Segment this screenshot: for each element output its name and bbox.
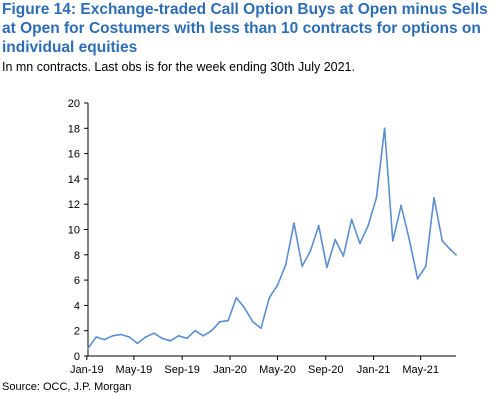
y-tick-label: 4 bbox=[74, 300, 80, 312]
data-point bbox=[161, 337, 164, 340]
data-point bbox=[342, 255, 345, 257]
data-point bbox=[309, 250, 312, 252]
y-tick-label: 8 bbox=[74, 250, 80, 262]
data-point bbox=[120, 333, 122, 336]
data-point bbox=[284, 264, 287, 266]
y-tick-label: 0 bbox=[74, 351, 80, 363]
data-point bbox=[186, 337, 188, 340]
data-point bbox=[408, 238, 411, 241]
y-tick-label: 10 bbox=[68, 225, 80, 237]
data-point bbox=[433, 197, 435, 199]
data-point bbox=[251, 320, 254, 323]
x-tick-label: Jan-21 bbox=[357, 364, 391, 376]
data-point bbox=[334, 238, 337, 241]
data-point bbox=[136, 342, 139, 345]
y-tick-label: 6 bbox=[74, 275, 80, 287]
data-point bbox=[317, 224, 320, 227]
data-point bbox=[367, 224, 369, 227]
y-tick-label: 2 bbox=[74, 326, 80, 338]
data-point bbox=[350, 218, 353, 221]
y-tick-label: 18 bbox=[68, 123, 80, 135]
data-point bbox=[416, 277, 419, 280]
chart-title: Figure 14: Exchange-traded Call Option B… bbox=[2, 1, 488, 56]
data-point bbox=[111, 334, 114, 337]
x-tick-label: May-19 bbox=[116, 364, 153, 376]
source-note: Source: OCC, J.P. Morgan bbox=[2, 381, 132, 393]
data-point bbox=[144, 336, 147, 338]
data-point bbox=[400, 204, 402, 207]
x-tick-label: Jan-19 bbox=[70, 364, 104, 376]
data-point bbox=[128, 336, 131, 338]
data-point bbox=[383, 127, 386, 130]
data-point bbox=[326, 266, 328, 269]
x-tick-label: Sep-20 bbox=[308, 364, 343, 376]
data-point bbox=[218, 320, 221, 323]
series-line bbox=[87, 127, 457, 349]
data-point bbox=[424, 265, 427, 268]
x-tick-label: Sep-19 bbox=[164, 364, 199, 376]
data-point bbox=[276, 284, 279, 287]
y-tick-label: 14 bbox=[68, 174, 80, 186]
data-point bbox=[441, 240, 444, 242]
y-tick-label: 12 bbox=[68, 199, 80, 211]
data-point bbox=[375, 197, 378, 199]
data-point bbox=[293, 222, 295, 225]
data-point bbox=[103, 338, 106, 341]
data-point bbox=[243, 307, 246, 309]
data-point bbox=[260, 327, 262, 330]
data-point bbox=[169, 339, 172, 342]
data-point bbox=[235, 296, 238, 299]
x-tick-label: Jan-20 bbox=[213, 364, 247, 376]
y-tick-label: 20 bbox=[68, 98, 80, 110]
data-point bbox=[177, 334, 180, 337]
data-point bbox=[210, 329, 213, 332]
data-point bbox=[359, 242, 361, 245]
data-point bbox=[194, 329, 197, 332]
data-point bbox=[95, 336, 98, 338]
y-tick-label: 16 bbox=[68, 149, 80, 161]
data-point bbox=[202, 334, 205, 337]
x-tick-label: May-20 bbox=[259, 364, 296, 376]
chart-subtitle: In mn contracts. Last obs is for the wee… bbox=[2, 60, 355, 74]
data-point bbox=[391, 240, 394, 242]
data-point bbox=[455, 253, 457, 256]
data-point bbox=[268, 296, 271, 299]
data-point bbox=[87, 347, 89, 350]
data-point bbox=[449, 248, 452, 251]
x-tick-label: May-21 bbox=[402, 364, 439, 376]
data-point bbox=[227, 319, 230, 322]
data-point bbox=[153, 332, 155, 335]
data-point bbox=[301, 265, 304, 268]
